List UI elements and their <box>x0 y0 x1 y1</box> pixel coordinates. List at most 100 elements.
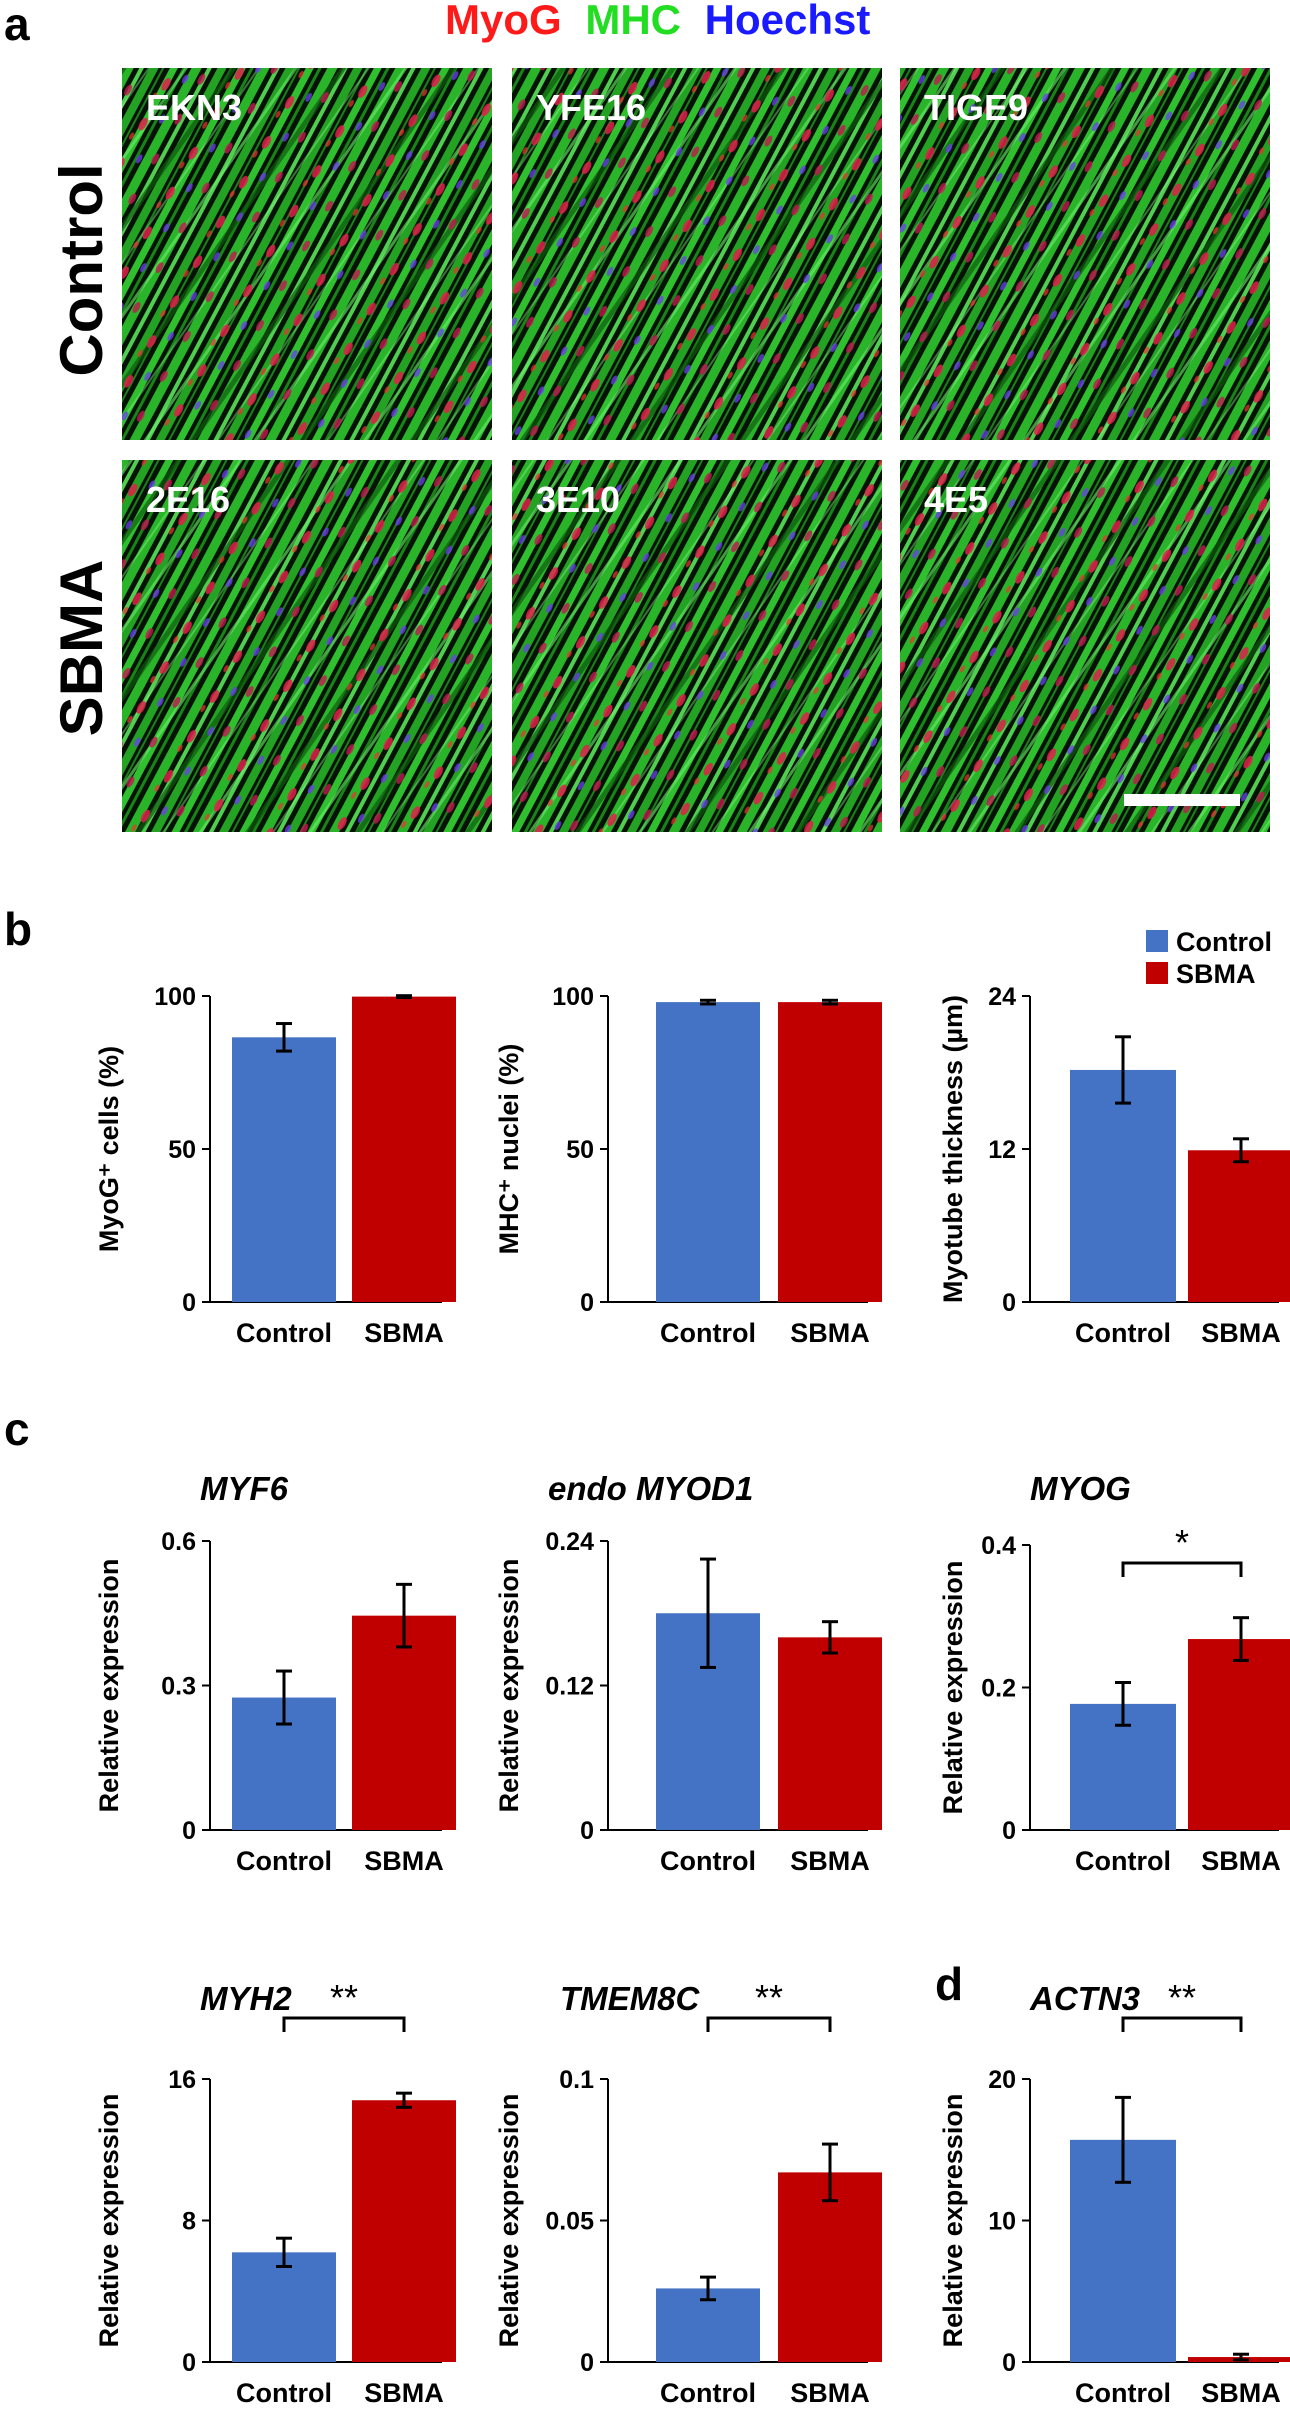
chart-c3: 0 0.2 0.4 Control SBMA Relative expression MYO… <box>938 1470 1290 1876</box>
y-tick-label: 0 <box>182 1289 196 1317</box>
chart-title: MYF6 <box>200 1470 289 1507</box>
y-axis-label: Relative expression <box>94 1559 124 1813</box>
category-label: Control <box>1075 1846 1171 1876</box>
y-axis-label: Relative expression <box>494 1559 524 1813</box>
y-tick-label: 0.6 <box>161 1528 196 1556</box>
y-tick-label: 0.1 <box>559 2066 594 2094</box>
row-label-sbma: SBMA <box>48 560 115 737</box>
significance-label: ** <box>1168 1977 1196 2018</box>
y-axis-label: MHC⁺ nuclei (%) <box>494 1044 524 1255</box>
panel-letter-a: a <box>4 0 30 50</box>
y-tick-label: 8 <box>182 2208 196 2236</box>
chart-c1: 0 0.3 0.6 Control SBMA Relative expression MYF… <box>94 1470 456 1876</box>
bar-control <box>232 2252 336 2362</box>
y-tick-label: 100 <box>552 983 594 1011</box>
y-tick-label: 0.2 <box>981 1675 1016 1703</box>
y-axis-label: Relative expression <box>938 2094 968 2348</box>
y-tick-label: 0 <box>1002 1289 1016 1317</box>
category-label: Control <box>1075 1318 1171 1348</box>
y-tick-label: 12 <box>988 1136 1016 1164</box>
y-tick-label: 16 <box>168 2066 196 2094</box>
y-tick-label: 0.3 <box>161 1673 196 1701</box>
significance-bracket <box>1121 2016 1243 2032</box>
y-tick-label: 0 <box>1002 1817 1016 1845</box>
micrograph-label: 3E10 <box>536 479 620 520</box>
category-label: Control <box>236 1846 332 1876</box>
category-label: SBMA <box>1201 1846 1281 1876</box>
row-label-control: Control <box>48 163 115 376</box>
category-label: SBMA <box>364 2378 444 2408</box>
bar-sbma <box>1188 1639 1290 1830</box>
scale-bar <box>1124 794 1240 806</box>
micrograph-nuclei <box>122 68 492 440</box>
chart-c5: 0 0.05 0.1 Control SBMA Relative expression TM… <box>494 1977 882 2408</box>
bar-control <box>1070 1069 1176 1302</box>
bar-control <box>656 1002 760 1302</box>
category-label: SBMA <box>790 1318 870 1348</box>
significance-bracket <box>706 2016 832 2032</box>
bar-sbma <box>1188 1150 1290 1302</box>
y-tick-label: 0.4 <box>981 1532 1016 1560</box>
category-label: Control <box>660 1318 756 1348</box>
panel-letter-c: c <box>4 1403 30 1455</box>
y-tick-label: 0 <box>580 1289 594 1317</box>
legend: Control SBMA <box>1146 927 1272 989</box>
y-tick-label: 0 <box>1002 2349 1016 2377</box>
y-axis-label: Relative expression <box>94 2094 124 2348</box>
y-tick-label: 10 <box>988 2208 1016 2236</box>
y-tick-label: 0 <box>182 1817 196 1845</box>
micrograph-cell: 4E5 <box>900 460 1270 832</box>
stain-mhc-label: MHC <box>585 0 681 43</box>
chart-title: MYH2 <box>200 1980 292 2017</box>
micrograph-nuclei <box>512 460 882 832</box>
bar-sbma <box>778 2172 882 2362</box>
bar-sbma <box>352 1615 456 1830</box>
category-label: SBMA <box>364 1318 444 1348</box>
y-tick-label: 0.12 <box>545 1673 594 1701</box>
panel-letter-d: d <box>935 1958 963 2010</box>
y-tick-label: 20 <box>988 2066 1016 2094</box>
y-tick-label: 0.24 <box>545 1528 594 1556</box>
micrograph-cell: TIGE9 <box>900 68 1270 440</box>
chart-b2: 0 50 100 Control SBMA MHC⁺ nuclei (%) <box>494 983 882 1348</box>
category-label: SBMA <box>364 1846 444 1876</box>
panel-letter-b: b <box>4 903 32 955</box>
bar-control <box>232 1037 336 1302</box>
legend-swatch-sbma <box>1146 962 1168 984</box>
stain-myog-label: MyoG <box>445 0 562 43</box>
stain-header: MyoG MHC Hoechst <box>445 0 870 43</box>
y-tick-label: 50 <box>168 1136 196 1164</box>
y-tick-label: 0 <box>580 2349 594 2377</box>
micrograph-nuclei <box>122 460 492 832</box>
micrograph-label: TIGE9 <box>924 87 1028 128</box>
micrograph-label: EKN3 <box>146 87 242 128</box>
micrograph-cell: 2E16 <box>122 460 492 832</box>
y-tick-label: 0 <box>182 2349 196 2377</box>
bar-sbma <box>778 1002 882 1302</box>
significance-label: ** <box>755 1977 783 2018</box>
micrograph-cell: 3E10 <box>512 460 882 832</box>
significance-label: * <box>1175 1522 1189 1563</box>
significance-bracket <box>282 2016 406 2032</box>
legend-label-control: Control <box>1176 927 1272 957</box>
chart-title: TMEM8C <box>560 1980 701 2017</box>
micrograph-nuclei <box>900 460 1270 832</box>
micrograph-grid: EKN3 YFE16 TIGE9 2E16 3E10 4E5 <box>122 68 1270 832</box>
y-tick-label: 100 <box>154 983 196 1011</box>
category-label: Control <box>236 1318 332 1348</box>
chart-c4: 0 8 16 Control SBMA Relative expression MYH2 ** <box>94 1977 456 2408</box>
bar-sbma <box>352 996 456 1302</box>
chart-title: ACTN3 <box>1029 1980 1140 2017</box>
significance-label: ** <box>330 1977 358 2018</box>
y-axis-label: Relative expression <box>938 1561 968 1815</box>
bar-sbma <box>778 1637 882 1830</box>
category-label: Control <box>660 1846 756 1876</box>
category-label: SBMA <box>1201 1318 1281 1348</box>
significance-bracket <box>1121 1561 1243 1577</box>
category-label: Control <box>660 2378 756 2408</box>
micrograph-label: YFE16 <box>536 87 646 128</box>
category-label: SBMA <box>790 1846 870 1876</box>
y-axis-label: MyoG⁺ cells (%) <box>94 1046 124 1252</box>
